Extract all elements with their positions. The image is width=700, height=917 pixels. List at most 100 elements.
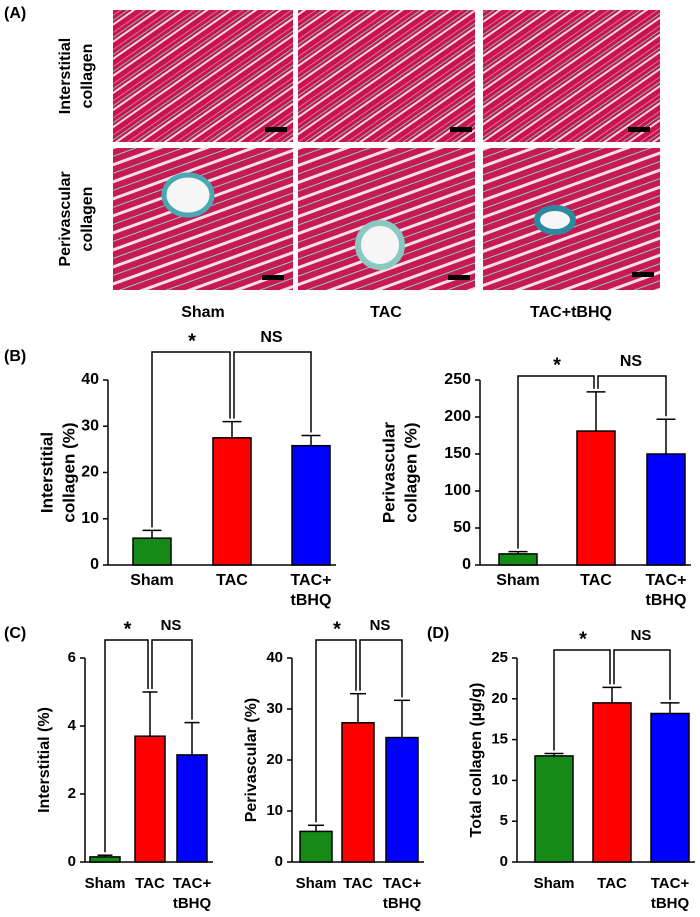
scale-bar [265,127,287,132]
row-label: Interstitial [57,38,74,114]
y-tick-label: 30 [81,417,99,434]
bar [341,722,375,863]
y-axis-label: collagen (%) [59,422,78,522]
y-tick-label: 15 [491,731,508,748]
panel-label: (A) [4,5,26,22]
significance-label: NS [161,617,182,634]
significance-bracket [359,639,403,698]
x-tick-label: Sham [534,875,575,892]
column-label: TAC+tBHQ [530,304,612,321]
significance-label: * [579,628,587,650]
y-tick-label: 40 [266,649,283,666]
y-tick-label: 20 [491,690,508,707]
y-tick-label: 10 [81,510,99,527]
bar [498,553,538,566]
y-tick-label: 0 [462,556,471,573]
scale-bar [450,127,472,132]
y-tick-label: 200 [444,408,471,425]
x-tick-label: tBHQ [646,592,687,609]
significance-label: * [124,618,132,640]
y-tick-label: 20 [81,464,99,481]
significance-label: NS [260,329,283,346]
micrograph [113,10,293,142]
x-tick-label: TAC+ [383,875,422,892]
x-tick-label: tBHQ [173,895,212,912]
bar [132,537,172,566]
y-tick-label: 6 [68,649,76,666]
x-tick-label: tBHQ [651,895,690,912]
panel-label: (D) [427,625,449,642]
y-axis-label: Interstitial (%) [36,707,53,813]
significance-label: NS [370,617,391,634]
bar [385,736,419,863]
column-label: Sham [181,304,225,321]
micrograph [298,10,475,142]
significance-label: * [333,618,341,640]
significance-bracket [553,649,611,751]
bar [89,856,121,863]
x-tick-label: Sham [496,572,540,589]
y-tick-label: 0 [68,853,76,870]
significance-bracket [597,375,667,417]
bar [291,444,331,566]
bar [576,430,616,566]
y-axis-label: Perivascular [379,422,398,524]
scale-bar [262,275,284,280]
y-tick-label: 30 [266,700,283,717]
y-tick-label: 100 [444,482,471,499]
x-tick-label: TAC [135,875,165,892]
significance-bracket [151,351,231,528]
x-tick-label: TAC+ [651,875,690,892]
x-tick-label: Sham [130,572,174,589]
x-tick-label: TAC [597,875,627,892]
significance-bracket [613,649,671,700]
x-tick-label: TAC [343,875,373,892]
scale-bar [448,275,470,280]
x-tick-label: TAC [216,572,248,589]
bar [646,453,686,566]
y-tick-label: 0 [500,853,508,870]
significance-bracket [151,639,193,720]
significance-label: NS [631,627,652,644]
y-tick-label: 0 [275,853,283,870]
y-tick-label: 10 [266,802,283,819]
x-tick-label: TAC+ [645,572,686,589]
vessel [355,220,405,270]
bar [650,712,690,863]
x-tick-label: TAC+ [290,572,331,589]
y-tick-label: 4 [68,717,77,734]
x-tick-label: Sham [85,875,126,892]
row-label: collagen [79,44,96,109]
micrograph [113,148,293,290]
y-axis-label: Interstitial [37,432,56,513]
x-tick-label: tBHQ [383,895,422,912]
significance-label: * [553,354,561,376]
bar [176,754,208,863]
scale-bar [632,272,654,277]
panel-label: (B) [4,348,26,365]
row-label: collagen [79,187,96,252]
panel-label: (C) [4,625,26,642]
bar [212,437,252,566]
y-tick-label: 25 [491,649,508,666]
bar [299,830,333,863]
significance-bracket [104,639,149,853]
vessel [161,172,215,218]
micrograph [483,10,660,142]
y-axis-label: Total collagen (µg/g) [468,683,485,838]
scale-bar [628,127,650,132]
significance-label: * [188,330,196,352]
x-tick-label: tBHQ [291,592,332,609]
row-label: Perivascular [57,171,74,266]
y-tick-label: 250 [444,371,471,388]
significance-label: NS [620,353,643,370]
bar [134,735,166,863]
micrographs [113,10,660,290]
x-tick-label: TAC+ [173,875,212,892]
x-tick-label: Sham [296,875,337,892]
y-tick-label: 150 [444,445,471,462]
y-axis-label: collagen (%) [401,422,420,522]
bar [592,702,632,863]
significance-bracket [233,351,312,433]
y-tick-label: 10 [491,771,508,788]
